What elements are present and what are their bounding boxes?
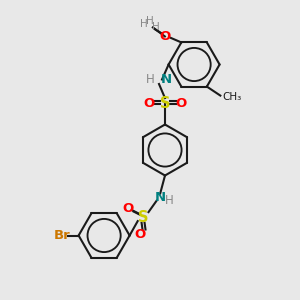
Text: CH₃: CH₃ [223, 92, 242, 102]
Text: H: H [165, 194, 174, 207]
Text: O: O [143, 97, 154, 110]
Text: H: H [140, 20, 148, 29]
Text: H: H [146, 16, 154, 26]
Text: S: S [138, 210, 148, 225]
Text: O: O [176, 97, 187, 110]
Text: O: O [134, 227, 146, 241]
Text: S: S [160, 96, 170, 111]
Text: O: O [122, 202, 134, 215]
Text: N: N [161, 73, 172, 86]
Text: Br: Br [54, 229, 70, 242]
Text: O: O [159, 30, 170, 43]
Text: H: H [146, 73, 155, 86]
Text: N: N [154, 190, 166, 204]
Text: H: H [152, 22, 160, 32]
